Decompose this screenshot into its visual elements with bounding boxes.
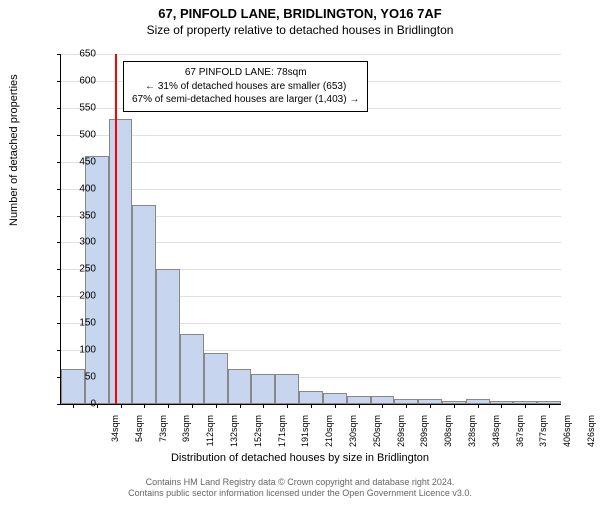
xtick-mark [478, 404, 479, 408]
xtick-label: 308sqm [443, 415, 453, 455]
xtick-mark [144, 404, 145, 408]
xtick-label: 426sqm [586, 415, 596, 455]
gridline [61, 162, 561, 163]
ytick-label: 600 [56, 75, 96, 86]
annotation-box: 67 PINFOLD LANE: 78sqm← 31% of detached … [123, 61, 368, 112]
histogram-bar [204, 353, 228, 404]
xtick-mark [121, 404, 122, 408]
xtick-label: 171sqm [277, 415, 287, 455]
histogram-bar [371, 396, 395, 404]
xtick-label: 289sqm [419, 415, 429, 455]
xtick-label: 377sqm [538, 415, 548, 455]
chart-container: 67, PINFOLD LANE, BRIDLINGTON, YO16 7AF … [0, 6, 600, 506]
xtick-mark [430, 404, 431, 408]
ytick-label: 200 [56, 291, 96, 302]
footer-line2: Contains public sector information licen… [0, 488, 600, 500]
xtick-mark [168, 404, 169, 408]
xtick-mark [216, 404, 217, 408]
xtick-label: 250sqm [372, 415, 382, 455]
histogram-bar [275, 374, 299, 404]
histogram-bar [156, 269, 180, 404]
gridline [61, 189, 561, 190]
histogram-bar [299, 391, 323, 404]
xtick-mark [335, 404, 336, 408]
xtick-label: 191sqm [300, 415, 310, 455]
ytick-label: 100 [56, 345, 96, 356]
ytick-label: 150 [56, 318, 96, 329]
annotation-line: 67 PINFOLD LANE: 78sqm [132, 66, 359, 80]
xtick-mark [525, 404, 526, 408]
ytick-label: 300 [56, 237, 96, 248]
xtick-label: 230sqm [348, 415, 358, 455]
marker-line [115, 54, 117, 404]
annotation-line: 67% of semi-detached houses are larger (… [132, 93, 359, 107]
histogram-bar [347, 396, 371, 404]
y-axis-label: Number of detached properties [8, 74, 20, 226]
xtick-mark [287, 404, 288, 408]
xtick-label: 73sqm [158, 415, 168, 455]
annotation-line: ← 31% of detached houses are smaller (65… [132, 80, 359, 94]
title-address: 67, PINFOLD LANE, BRIDLINGTON, YO16 7AF [0, 6, 600, 21]
histogram-bar [132, 205, 156, 404]
xtick-label: 348sqm [491, 415, 501, 455]
xtick-mark [192, 404, 193, 408]
xtick-mark [359, 404, 360, 408]
footer-attribution: Contains HM Land Registry data © Crown c… [0, 477, 600, 500]
xtick-label: 93sqm [181, 415, 191, 455]
histogram-bar [323, 393, 347, 404]
xtick-label: 34sqm [110, 415, 120, 455]
xtick-label: 367sqm [515, 415, 525, 455]
ytick-label: 250 [56, 264, 96, 275]
plot-area: 67 PINFOLD LANE: 78sqm← 31% of detached … [60, 54, 561, 405]
xtick-mark [311, 404, 312, 408]
xtick-label: 112sqm [205, 415, 215, 455]
footer-line1: Contains HM Land Registry data © Crown c… [0, 477, 600, 489]
xtick-label: 152sqm [253, 415, 263, 455]
xtick-mark [240, 404, 241, 408]
ytick-label: 450 [56, 156, 96, 167]
ytick-label: 0 [56, 399, 96, 410]
ytick-label: 500 [56, 129, 96, 140]
title-subtitle: Size of property relative to detached ho… [0, 23, 600, 37]
ytick-label: 50 [56, 372, 96, 383]
xtick-label: 328sqm [467, 415, 477, 455]
xtick-mark [549, 404, 550, 408]
xtick-mark [382, 404, 383, 408]
xtick-mark [501, 404, 502, 408]
xtick-mark [406, 404, 407, 408]
gridline [61, 54, 561, 55]
ytick-label: 400 [56, 183, 96, 194]
ytick-label: 550 [56, 102, 96, 113]
histogram-bar [180, 334, 204, 404]
xtick-label: 54sqm [134, 415, 144, 455]
histogram-bar [109, 119, 133, 404]
xtick-label: 132sqm [229, 415, 239, 455]
xtick-label: 406sqm [562, 415, 572, 455]
histogram-bar [228, 369, 252, 404]
ytick-label: 650 [56, 49, 96, 60]
xtick-mark [97, 404, 98, 408]
xtick-mark [263, 404, 264, 408]
xtick-label: 269sqm [396, 415, 406, 455]
xtick-mark [454, 404, 455, 408]
histogram-bar [251, 374, 275, 404]
ytick-label: 350 [56, 210, 96, 221]
xtick-label: 210sqm [324, 415, 334, 455]
gridline [61, 135, 561, 136]
